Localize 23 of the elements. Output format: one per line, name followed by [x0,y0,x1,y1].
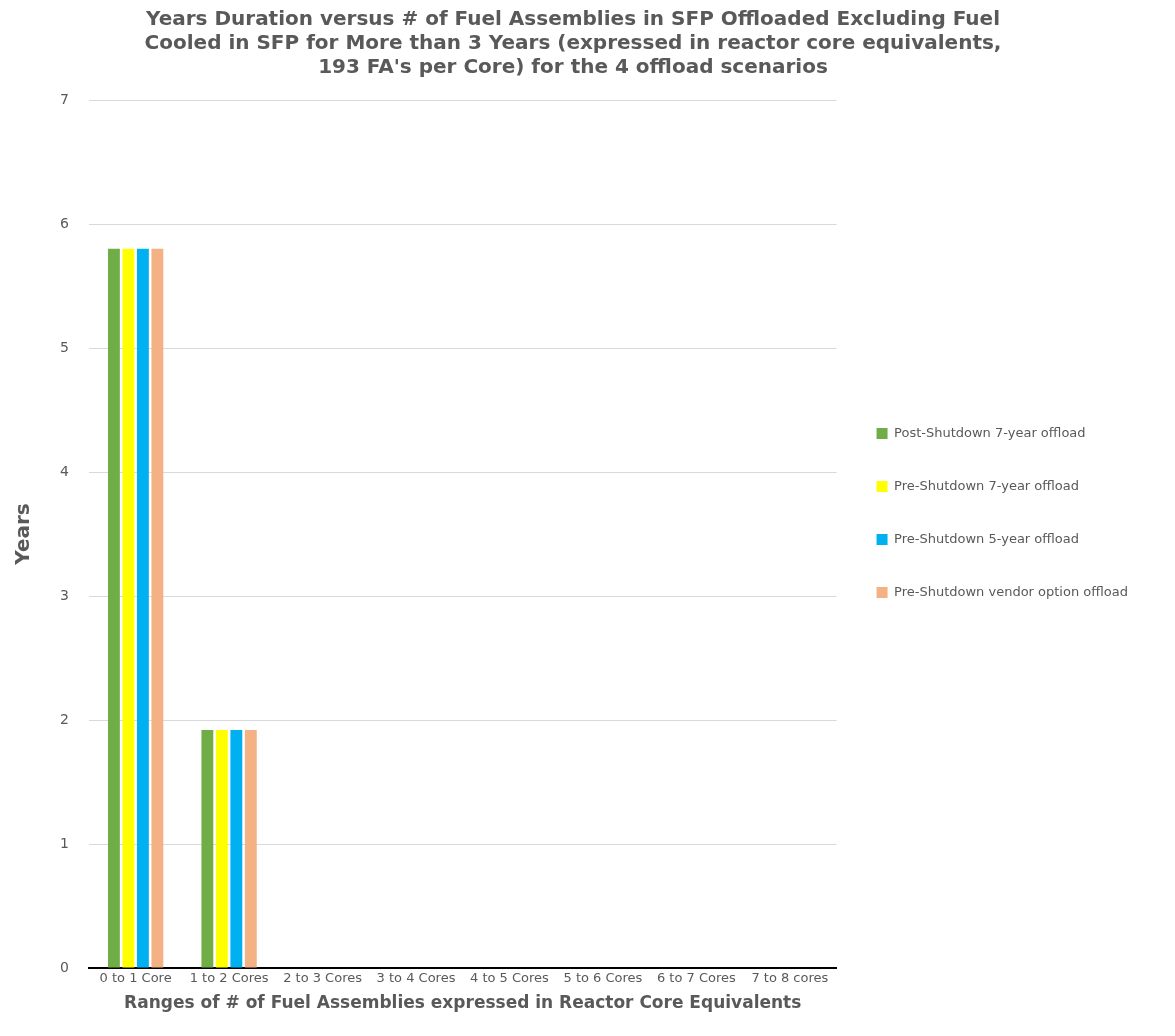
chart-title: Years Duration versus # of Fuel Assemblies in SFP Offloaded Excluding Fuel Cooled in SFP for More than 3 Years (expressed in reactor core equivalents, 193 FA's per Core) for the 4 offload scenarios [144,6,1002,79]
x-tick-label: 3 to 4 Cores [376,970,456,986]
x-tick-label: 1 to 2 Cores [189,970,269,986]
legend-label: Pre-Shutdown 5-year offload [894,530,1080,546]
y-tick-label: 2 [59,710,69,727]
x-tick-label: 4 to 5 Cores [470,970,550,986]
x-tick-label: 7 to 8 cores [751,970,829,986]
legend-label: Post-Shutdown 7-year offload [894,424,1086,440]
y-tick-label: 1 [59,834,69,851]
y-tick-label: 5 [59,338,69,355]
x-tick-label: 5 to 6 Cores [563,970,643,986]
x-tick-label: 6 to 7 Cores [656,970,737,986]
y-tick-label: 7 [59,90,69,107]
x-axis-title: Ranges of # of Fuel Assemblies expressed in Reactor Core Equivalents [124,992,802,1013]
x-tick-label: 2 to 3 Cores [283,970,363,986]
y-tick-label: 0 [59,958,69,975]
y-tick-label: 6 [59,214,69,231]
legend-label: Pre-Shutdown 7-year offload [894,477,1080,493]
y-tick-label: 4 [59,462,69,479]
legend-label: Pre-Shutdown vendor option offload [894,583,1129,599]
y-tick-label: 3 [59,586,69,603]
x-tick-label: 0 to 1 Core [99,970,172,986]
y-axis-title: Years [10,503,35,566]
